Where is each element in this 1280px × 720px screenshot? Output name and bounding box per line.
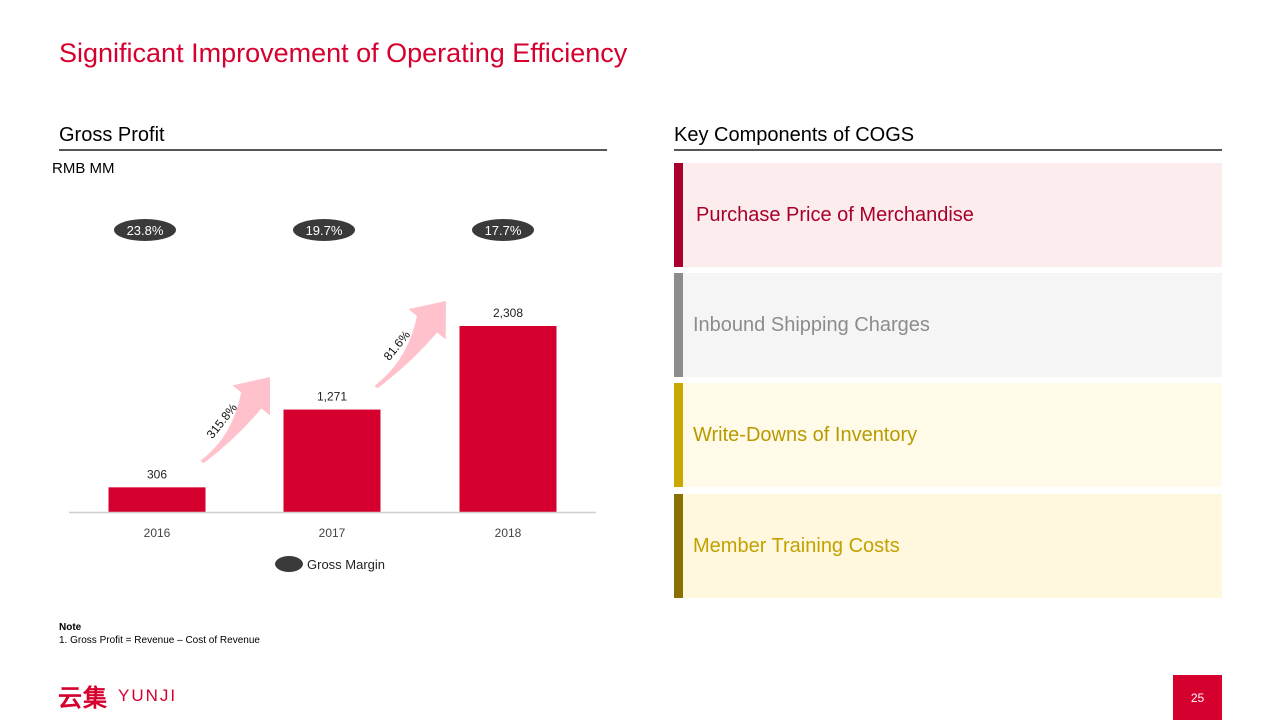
cogs-item-label: Member Training Costs xyxy=(693,534,900,557)
cogs-item-accent-bar xyxy=(674,163,683,267)
cogs-item-label: Inbound Shipping Charges xyxy=(693,313,930,336)
cogs-item-label: Purchase Price of Merchandise xyxy=(696,203,974,226)
footnote-title: Note xyxy=(59,622,82,633)
gross-profit-heading: Gross Profit xyxy=(59,124,607,151)
cogs-heading: Key Components of COGS xyxy=(674,124,1222,151)
cogs-item-inbound-shipping: Inbound Shipping Charges xyxy=(674,273,1222,377)
cogs-item-inventory-writedowns: Write-Downs of Inventory xyxy=(674,383,1222,487)
gross-margin-value: 17.7% xyxy=(485,223,522,238)
bar-value-label: 1,271 xyxy=(317,390,347,404)
legend-label: Gross Margin xyxy=(307,557,385,572)
gross-margin-pill xyxy=(114,219,176,241)
x-axis-tick-label: 2016 xyxy=(144,526,171,540)
growth-arrow xyxy=(200,377,270,464)
growth-arrow xyxy=(374,301,446,389)
gross-margin-pill xyxy=(293,219,355,241)
gross-margin-pill xyxy=(472,219,534,241)
x-axis-tick-label: 2018 xyxy=(495,526,522,540)
cogs-item-purchase-price: Purchase Price of Merchandise xyxy=(674,163,1222,267)
cogs-item-label: Write-Downs of Inventory xyxy=(693,423,918,446)
bar xyxy=(459,326,557,512)
logo-text: YUNJI xyxy=(118,685,178,705)
cogs-item-accent-bar xyxy=(674,273,683,377)
gross-margin-value: 19.7% xyxy=(306,223,343,238)
cogs-item-accent-bar xyxy=(674,494,683,598)
logo-mark: 云集 xyxy=(58,684,108,712)
gross-profit-chart: 30620161,27120172,3082018315.8%81.6%23.8… xyxy=(69,219,596,572)
cogs-item-accent-bar xyxy=(674,383,683,487)
x-axis-tick-label: 2017 xyxy=(319,526,346,540)
cogs-item-member-training: Member Training Costs xyxy=(674,494,1222,598)
bar-value-label: 2,308 xyxy=(493,306,523,320)
page-title: Significant Improvement of Operating Eff… xyxy=(59,38,628,68)
legend-marker xyxy=(275,556,303,572)
bar xyxy=(108,487,206,512)
page-number: 25 xyxy=(1173,675,1222,720)
footnote: Note 1. Gross Profit = Revenue – Cost of… xyxy=(59,621,260,647)
footnote-line: 1. Gross Profit = Revenue – Cost of Reve… xyxy=(59,635,260,646)
units-label: RMB MM xyxy=(52,160,115,177)
bar-value-label: 306 xyxy=(147,467,167,481)
company-logo: 云集 YUNJI xyxy=(58,678,177,713)
bar xyxy=(283,409,381,512)
gross-margin-value: 23.8% xyxy=(127,223,164,238)
